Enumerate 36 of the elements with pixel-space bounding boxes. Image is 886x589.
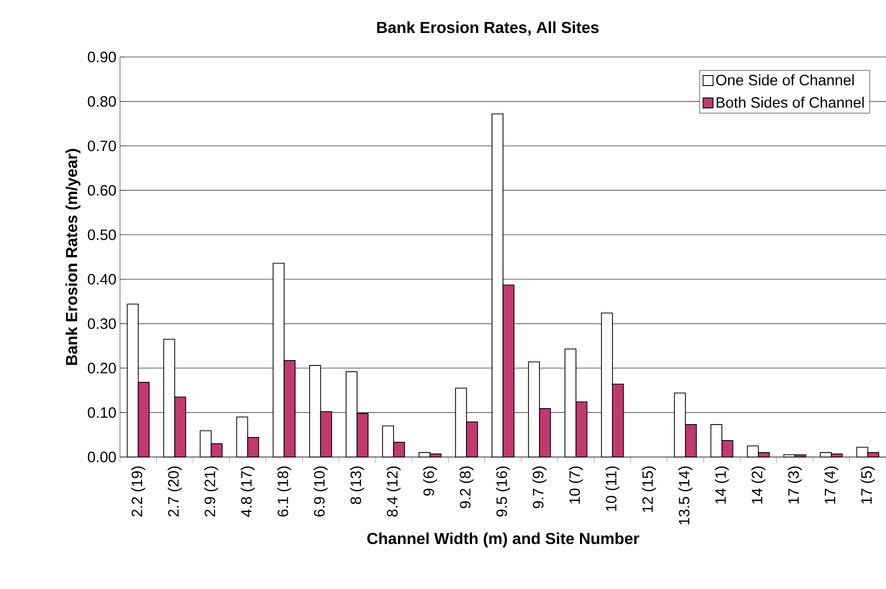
x-tick-label: 17 (3) <box>788 466 802 504</box>
x-tick-label: 2.7 (20) <box>168 466 182 516</box>
x-tick-label: 10 (11) <box>605 466 620 511</box>
x-tick-label: 12 (15) <box>642 466 656 512</box>
x-tick-label: 9.2 (8) <box>460 466 474 508</box>
x-tick-label: 13.5 (14) <box>678 466 692 524</box>
x-tick-label: 2.9 (21) <box>204 466 218 516</box>
y-tick-label: 0.50 <box>88 229 116 240</box>
x-tick-label: 14 (2) <box>751 466 766 504</box>
x-tick-label: 6.1 (18) <box>277 466 292 516</box>
y-axis-title: Bank Erosion Rates (m/year) <box>65 148 80 365</box>
y-tick-label: 0.20 <box>88 362 116 374</box>
x-tick-label: 14 (1) <box>714 466 729 504</box>
y-tick-label: 0.80 <box>88 96 116 107</box>
y-tick-label: 0.30 <box>88 318 116 329</box>
x-tick-label: 6.9 (10) <box>314 466 328 516</box>
x-tick-label: 17 (5) <box>860 466 875 504</box>
x-tick-label: 9.7 (9) <box>532 466 546 508</box>
x-tick-label: 2.2 (19) <box>131 466 146 516</box>
x-tick-label: 8 (13) <box>350 466 364 504</box>
x-axis-title: Channel Width (m) and Site Number <box>367 532 640 548</box>
chart-title: Bank Erosion Rates, All Sites <box>377 21 599 36</box>
x-tick-label: 8.4 (12) <box>386 466 401 517</box>
y-tick-label: 0.40 <box>88 274 116 285</box>
x-tick-label: 4.8 (17) <box>240 466 255 517</box>
x-tick-label: 9 (6) <box>423 466 438 496</box>
legend-label: Both Sides of Channel <box>716 96 864 108</box>
y-tick-label: 0.10 <box>88 407 116 418</box>
x-tick-label: 10 (7) <box>568 466 583 504</box>
y-tick-label: 0.60 <box>88 185 116 196</box>
x-tick-label: 17 (4) <box>824 466 838 504</box>
y-tick-label: 0.90 <box>88 52 116 62</box>
y-tick-label: 0.00 <box>88 452 116 462</box>
legend-label: One Side of Channel <box>716 74 854 86</box>
y-tick-label: 0.70 <box>88 140 116 152</box>
x-tick-label: 9.5 (16) <box>496 466 510 517</box>
